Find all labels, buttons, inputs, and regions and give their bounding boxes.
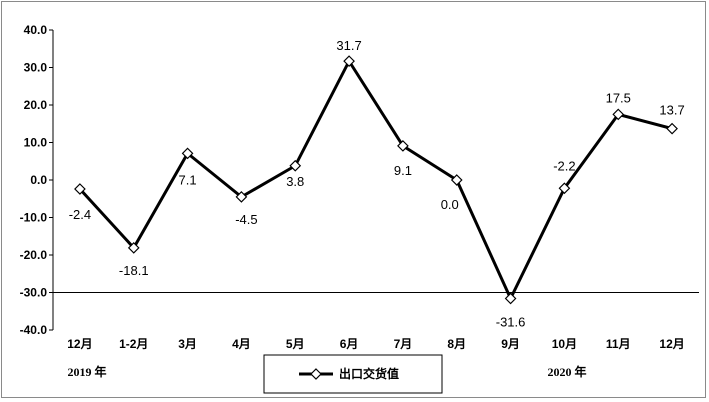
series-line [78,59,673,300]
x-tick-label: 12月 [67,337,92,351]
x-tick-label: 6月 [340,337,359,351]
legend-label: 出口交货值 [339,366,399,381]
data-point [397,140,409,152]
data-label: 17.5 [606,90,631,105]
data-label: 3.8 [286,174,304,189]
x-tick-label: 7月 [394,337,413,351]
data-point [343,55,355,67]
data-label: -2.4 [69,207,91,222]
y-tick-label: -20.0 [20,248,48,262]
y-tick-label: 20.0 [24,98,48,112]
data-label: 9.1 [394,163,412,178]
x-tick-label: 12月 [659,337,684,351]
data-label: 7.1 [179,172,197,187]
data-point [612,108,625,121]
data-point [666,122,678,135]
data-point [74,183,86,195]
y-tick-label: 10.0 [24,136,48,150]
legend-box [263,354,443,394]
y-tick-label: -30.0 [20,286,48,300]
x-tick-label: 11月 [606,337,631,351]
legend-marker-diamond [310,368,322,380]
data-label: -4.5 [235,212,257,227]
year-label: 2020 年 [547,364,586,379]
x-axis: 12月 1-2月 3月 4月 5月 6月 7月 8月 9月 10月 11月 12月 [53,292,699,351]
x-tick-label: 5月 [286,337,305,351]
x-tick-label: 9月 [501,337,520,351]
year-labels: 2019 年 2020 年 [67,364,586,379]
data-label: -31.6 [496,315,526,330]
data-label: 31.7 [336,38,361,53]
data-point [181,147,194,160]
data-labels: -2.4 -18.1 7.1 -4.5 3.8 31.7 9.1 0.0 -31.6 -2.2 17… [69,38,685,329]
data-point [235,191,248,203]
y-tick-label: 30.0 [24,61,48,75]
y-tick-label: 0.0 [30,173,47,187]
data-point [558,182,571,195]
data-point [127,242,140,254]
data-point [289,159,302,172]
data-label: 0.0 [441,197,459,212]
x-tick-label: 10月 [552,337,577,351]
x-tick-label: 8月 [447,337,466,351]
x-tick-label: 3月 [178,337,197,351]
line-chart: 40.030.020.010.00.0-10.0-20.0-30.0-40.0 … [20,23,699,394]
data-point [504,292,517,305]
legend: 出口交货值 [263,354,443,394]
y-tick-label: -40.0 [20,323,48,337]
x-tick-label: 1-2月 [119,337,148,351]
y-tick-label: 40.0 [24,23,48,37]
year-label: 2019 年 [67,364,106,379]
y-axis: 40.0 30.0 20.0 10.0 0.0 -10.0 -20.0 -30.0 -40.0 [20,23,54,337]
series-export-delivery-value [74,55,678,305]
x-tick-label: 4月 [232,337,251,351]
y-tick-label: -10.0 [20,211,48,225]
data-label: -18.1 [119,263,149,278]
data-point [450,174,463,186]
data-label: -2.2 [553,158,575,173]
data-label: 13.7 [659,103,684,118]
